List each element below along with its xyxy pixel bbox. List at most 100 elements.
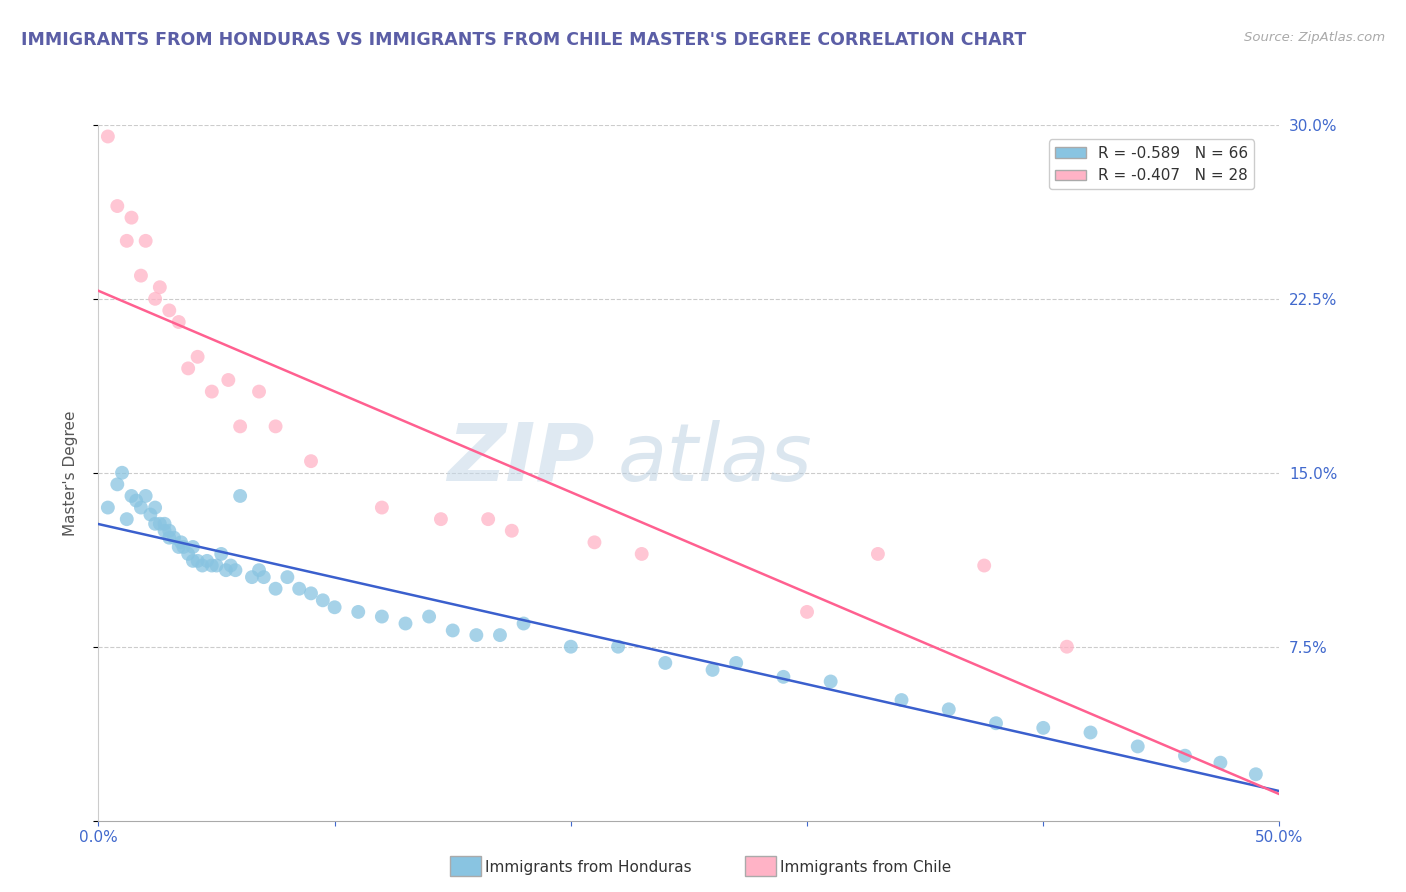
Point: [323, 600, 346, 615]
Point: [153, 516, 176, 531]
Point: [1209, 756, 1232, 770]
Point: [219, 558, 242, 573]
Point: [135, 489, 157, 503]
Point: [115, 512, 138, 526]
Point: [229, 419, 252, 434]
Point: [143, 292, 166, 306]
Point: [430, 512, 453, 526]
Point: [157, 524, 180, 538]
Point: [177, 547, 200, 561]
Point: [149, 516, 172, 531]
Point: [299, 586, 322, 600]
Point: [149, 280, 172, 294]
Point: [153, 524, 176, 538]
Point: [105, 477, 128, 491]
Point: [111, 466, 134, 480]
Point: [866, 547, 889, 561]
Point: [170, 535, 193, 549]
Point: [1032, 721, 1054, 735]
Point: [973, 558, 995, 573]
Point: [181, 540, 204, 554]
Point: [418, 609, 440, 624]
Point: [347, 605, 370, 619]
Point: [890, 693, 912, 707]
Point: [187, 350, 209, 364]
Point: [253, 570, 276, 584]
Point: [299, 454, 322, 468]
Point: [217, 373, 239, 387]
Point: [725, 656, 748, 670]
Point: [1174, 748, 1197, 763]
Point: [129, 500, 152, 515]
Point: [264, 419, 287, 434]
Point: [512, 616, 534, 631]
Point: [172, 540, 194, 554]
Point: [1056, 640, 1078, 654]
Point: [167, 315, 190, 329]
Text: Source: ZipAtlas.com: Source: ZipAtlas.com: [1244, 31, 1385, 45]
Point: [121, 211, 143, 225]
Point: [247, 563, 270, 577]
Point: [264, 582, 287, 596]
Point: [276, 570, 298, 584]
Point: [312, 593, 335, 607]
Point: [105, 199, 128, 213]
Point: [371, 500, 394, 515]
Point: [195, 554, 218, 568]
Point: [501, 524, 523, 538]
Point: [247, 384, 270, 399]
Point: [984, 716, 1007, 731]
Point: [205, 558, 228, 573]
Point: [224, 563, 246, 577]
Point: [97, 500, 120, 515]
Point: [1126, 739, 1149, 754]
Point: [125, 493, 148, 508]
Point: [796, 605, 818, 619]
Point: [157, 303, 180, 318]
Point: [371, 609, 394, 624]
Point: [187, 554, 209, 568]
Point: [229, 489, 252, 503]
Point: [201, 384, 224, 399]
Text: IMMIGRANTS FROM HONDURAS VS IMMIGRANTS FROM CHILE MASTER'S DEGREE CORRELATION CH: IMMIGRANTS FROM HONDURAS VS IMMIGRANTS F…: [21, 31, 1026, 49]
Point: [560, 640, 582, 654]
Point: [143, 500, 166, 515]
Text: ZIP: ZIP: [447, 420, 595, 498]
Point: [240, 570, 263, 584]
Point: [938, 702, 960, 716]
Point: [97, 129, 120, 144]
Point: [215, 563, 238, 577]
Point: [288, 582, 311, 596]
Point: [167, 540, 190, 554]
Point: [465, 628, 488, 642]
Point: [1244, 767, 1267, 781]
Point: [630, 547, 652, 561]
Point: [201, 558, 224, 573]
Point: [143, 516, 166, 531]
Point: [139, 508, 162, 522]
Point: [1080, 725, 1102, 739]
Y-axis label: Master's Degree: Master's Degree: [63, 410, 77, 535]
Point: [121, 489, 143, 503]
Point: [607, 640, 630, 654]
Point: [820, 674, 842, 689]
Point: [115, 234, 138, 248]
Point: [772, 670, 794, 684]
Point: [135, 234, 157, 248]
Legend: R = -0.589   N = 66, R = -0.407   N = 28: R = -0.589 N = 66, R = -0.407 N = 28: [1049, 139, 1254, 189]
Point: [702, 663, 724, 677]
Point: [129, 268, 152, 283]
Point: [394, 616, 416, 631]
Text: Immigrants from Honduras: Immigrants from Honduras: [485, 860, 692, 874]
Point: [157, 531, 180, 545]
Text: Immigrants from Chile: Immigrants from Chile: [780, 860, 952, 874]
Point: [441, 624, 464, 638]
Point: [191, 558, 214, 573]
Point: [583, 535, 606, 549]
Text: atlas: atlas: [619, 420, 813, 498]
Point: [163, 531, 186, 545]
Point: [181, 554, 204, 568]
Point: [177, 361, 200, 376]
Point: [489, 628, 512, 642]
Point: [654, 656, 676, 670]
